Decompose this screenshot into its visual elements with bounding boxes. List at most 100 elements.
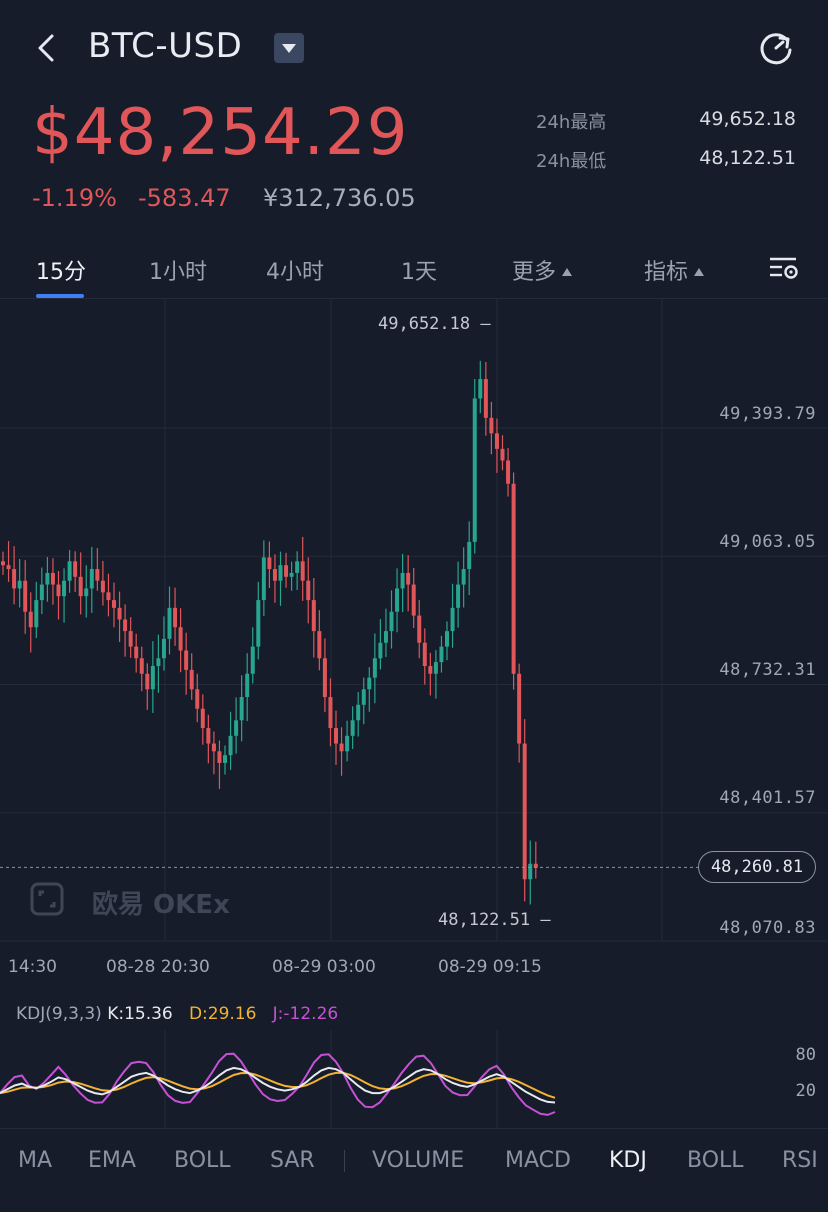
kdj-d-line (0, 1071, 556, 1099)
tab-1h[interactable]: 1小时 (149, 260, 207, 285)
candle-body (445, 631, 449, 647)
candle-body (239, 697, 244, 721)
candle-body (89, 569, 94, 589)
low-annotation-value: 48,122.51 (438, 910, 531, 930)
tab-more-label: 更多 (512, 260, 557, 285)
chart-settings-icon[interactable] (768, 254, 800, 282)
tab-4h[interactable]: 4小时 (266, 260, 324, 285)
y-axis-label: 49,393.79 (719, 404, 816, 424)
candle-body (372, 658, 377, 678)
candle-body (12, 569, 17, 589)
kdj-j-value: J:-12.26 (272, 1004, 339, 1024)
indicator-kdj[interactable]: KDJ (609, 1148, 647, 1173)
indicator-ma[interactable]: MA (18, 1148, 53, 1173)
candle-body (123, 619, 128, 632)
kdj-y-label: 80 (795, 1045, 816, 1065)
x-axis-label: 08-29 09:15 (438, 957, 542, 977)
candle-body (1, 561, 5, 566)
low-24h-label: 24h最低 (536, 151, 607, 172)
candle-body (139, 658, 144, 674)
candle-body (494, 433, 499, 449)
candle-body (73, 561, 78, 577)
candle-body (533, 863, 538, 868)
y-axis-label: 48,401.57 (719, 788, 816, 808)
candle-body (272, 569, 277, 581)
candle-body (472, 398, 477, 542)
candle-body (84, 588, 89, 597)
divider (0, 298, 828, 299)
candle-body (289, 572, 294, 577)
refresh-icon[interactable] (756, 28, 796, 68)
candle-body (456, 584, 461, 608)
candle-body (261, 557, 266, 601)
candle-body (156, 658, 161, 667)
candle-body (78, 576, 83, 597)
candle-body (250, 646, 255, 674)
candle-body (328, 697, 333, 729)
candle-body (350, 720, 355, 736)
tab-1d[interactable]: 1天 (401, 260, 437, 285)
tab-more[interactable]: 更多 (512, 254, 573, 286)
candle-body (356, 704, 361, 721)
x-axis-label: 08-28 20:30 (106, 957, 210, 977)
candle-body (517, 673, 522, 744)
tab-15m[interactable]: 15分 (36, 260, 86, 285)
candle-body (383, 631, 388, 643)
candle-body (311, 600, 316, 632)
candle-body (39, 584, 44, 601)
tab-indicators[interactable]: 指标 (644, 254, 705, 286)
y-axis-label: 48,070.83 (719, 918, 816, 938)
candle-body (378, 642, 383, 659)
x-axis-label: 14:30 (8, 957, 57, 977)
indicator-boll-main[interactable]: BOLL (174, 1148, 231, 1173)
candle-body (23, 580, 28, 612)
low-24h-value: 48,122.51 (699, 147, 796, 169)
candle-body (478, 379, 483, 399)
candle-body (161, 638, 166, 659)
candle-body (500, 448, 505, 461)
indicator-volume[interactable]: VOLUME (372, 1148, 465, 1173)
candle-body (189, 669, 194, 690)
candle-body (439, 646, 444, 663)
candle-body (411, 584, 416, 616)
candle-body (322, 658, 327, 698)
pair-dropdown-button[interactable] (274, 33, 304, 63)
change-percent: -1.19% (32, 184, 117, 212)
candle-body (200, 708, 205, 729)
kdj-chart[interactable] (0, 1030, 828, 1128)
caret-down-icon (282, 44, 296, 53)
indicator-ema[interactable]: EMA (88, 1148, 136, 1173)
indicator-rsi[interactable]: RSI (782, 1148, 818, 1173)
kdj-legend: KDJ(9,3,3) K:15.36 D:29.16 J:-12.26 (16, 1004, 338, 1024)
indicator-boll-sub[interactable]: BOLL (687, 1148, 744, 1173)
candle-body (245, 673, 250, 698)
candle-body (112, 600, 116, 608)
candle-body (450, 607, 455, 632)
candle-body (211, 743, 216, 752)
candle-body (45, 572, 50, 585)
candle-body (306, 580, 311, 601)
kdj-k-line (0, 1066, 556, 1104)
candle-body (345, 735, 350, 752)
candle-body (223, 755, 227, 763)
high-24h-value: 49,652.18 (699, 108, 796, 130)
tab-indicators-label: 指标 (644, 260, 689, 285)
candle-body (334, 728, 338, 744)
back-chevron-icon[interactable] (30, 28, 66, 68)
candle-body (173, 607, 178, 628)
candlestick-chart[interactable] (0, 299, 828, 987)
candle-body (100, 580, 105, 593)
candle-body (417, 615, 422, 643)
watermark: 欧易 OKEx (92, 890, 230, 920)
indicator-sar[interactable]: SAR (270, 1148, 315, 1173)
divider (0, 1128, 828, 1129)
last-price: $48,254.29 (32, 96, 409, 170)
candle-body (489, 417, 494, 434)
candle-body (278, 565, 283, 581)
candle-body (284, 565, 289, 577)
pair-title[interactable]: BTC-USD (88, 26, 243, 66)
candle-body (128, 631, 133, 647)
indicator-macd[interactable]: MACD (505, 1148, 571, 1173)
candle-body (206, 728, 211, 744)
candle-body (95, 569, 100, 581)
